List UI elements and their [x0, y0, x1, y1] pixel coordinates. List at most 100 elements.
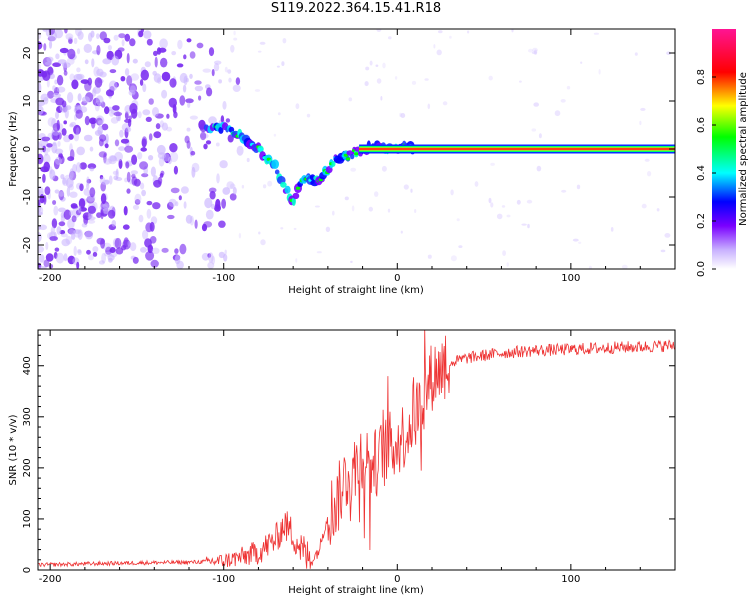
track-core: [295, 186, 301, 190]
faint-speckle: [436, 49, 442, 56]
noise-speckle: [124, 111, 129, 120]
noise-speckle: [55, 111, 59, 119]
noise-speckle: [127, 240, 131, 247]
faint-speckle: [314, 205, 320, 208]
faint-speckle: [560, 99, 566, 103]
noise-speckle: [51, 142, 58, 154]
y-tick-label: 100: [22, 509, 33, 528]
faint-speckle: [580, 61, 583, 64]
colorbar-label: Normalized spectral amplitude: [738, 72, 749, 226]
noise-speckle: [62, 177, 66, 185]
track-blob: [274, 169, 280, 175]
noise-speckle: [107, 45, 112, 51]
noise-speckle: [69, 149, 75, 161]
noise-speckle: [97, 120, 104, 125]
noise-speckle: [73, 245, 77, 257]
faint-speckle: [280, 227, 284, 230]
noise-speckle: [59, 47, 69, 54]
noise-speckle: [58, 155, 65, 165]
faint-speckle: [411, 80, 417, 85]
noise-speckle: [196, 42, 204, 49]
faint-speckle: [438, 30, 443, 34]
faint-speckle: [593, 32, 600, 35]
noise-speckle: [113, 34, 119, 41]
spectrogram-plot-area: [38, 29, 675, 269]
noise-speckle: [158, 47, 167, 53]
colorbar-tick-label: 0.8: [696, 69, 707, 85]
noise-speckle: [126, 171, 131, 183]
faint-speckle: [664, 233, 671, 238]
noise-speckle: [38, 101, 45, 107]
noise-speckle: [100, 193, 107, 205]
noise-speckle: [52, 122, 61, 132]
faint-speckle: [666, 51, 671, 55]
noise-speckle: [56, 86, 66, 93]
faint-speckle: [531, 128, 537, 132]
noise-speckle: [83, 188, 90, 196]
noise-speckle: [97, 125, 103, 136]
noise-speckle: [86, 183, 90, 190]
track-core: [354, 152, 359, 156]
noise-speckle: [144, 238, 152, 248]
noise-speckle: [73, 37, 78, 45]
noise-speckle: [68, 38, 73, 44]
noise-speckle: [185, 98, 194, 104]
faint-speckle: [516, 199, 521, 205]
noise-speckle: [54, 247, 60, 252]
faint-speckle: [295, 103, 300, 110]
faint-speckle: [442, 101, 448, 106]
faint-speckle: [634, 52, 638, 56]
noise-speckle: [98, 260, 105, 265]
noise-speckle: [194, 85, 204, 92]
snr-plot-area: [38, 330, 675, 569]
faint-speckle: [532, 47, 538, 53]
noise-speckle: [125, 126, 132, 133]
faint-speckle: [640, 107, 646, 111]
noise-speckle: [73, 73, 83, 81]
noise-speckle: [207, 261, 215, 269]
noise-speckle: [229, 193, 237, 201]
noise-speckle: [222, 187, 231, 195]
faint-speckle: [414, 209, 417, 213]
noise-speckle: [206, 87, 213, 97]
noise-speckle: [109, 247, 116, 253]
noise-speckle: [108, 109, 115, 117]
snr-series-line: [38, 330, 675, 569]
noise-speckle: [120, 138, 130, 144]
noise-speckle: [93, 66, 100, 77]
noise-speckle: [186, 127, 191, 132]
noise-speckle: [88, 254, 94, 261]
noise-speckle: [38, 82, 41, 91]
faint-speckle: [501, 205, 506, 208]
faint-speckle: [348, 97, 353, 102]
noise-speckle: [159, 38, 168, 49]
faint-speckle: [233, 37, 238, 41]
noise-speckle: [203, 143, 208, 150]
noise-speckle: [96, 212, 102, 219]
faint-speckle: [376, 78, 382, 84]
colorbar-tick-label: 0.0: [696, 261, 707, 277]
noise-speckle: [77, 249, 82, 254]
faint-speckle: [282, 38, 287, 44]
colorbar-tick-label: 0.2: [696, 213, 707, 229]
noise-speckle: [55, 53, 60, 60]
faint-speckle: [572, 238, 579, 242]
noise-speckle: [92, 246, 99, 253]
noise-speckle: [47, 90, 55, 99]
y-tick-label: -10: [22, 189, 33, 205]
noise-speckle: [180, 186, 189, 194]
faint-speckle: [511, 29, 514, 33]
faint-speckle: [233, 30, 236, 36]
colorbar: 0.0 0.2 0.4 0.6 0.8 Normalized spectral ampl…: [696, 29, 749, 277]
faint-speckle: [267, 180, 273, 187]
noise-speckle: [140, 147, 147, 152]
noise-speckle: [76, 67, 81, 73]
noise-speckle: [46, 78, 50, 88]
noise-speckle: [77, 31, 84, 40]
faint-speckle: [490, 202, 494, 208]
faint-speckle: [641, 203, 647, 209]
faint-speckle: [332, 210, 335, 216]
noise-speckle: [53, 158, 60, 170]
noise-speckle: [74, 104, 82, 109]
noise-speckle: [101, 252, 106, 264]
